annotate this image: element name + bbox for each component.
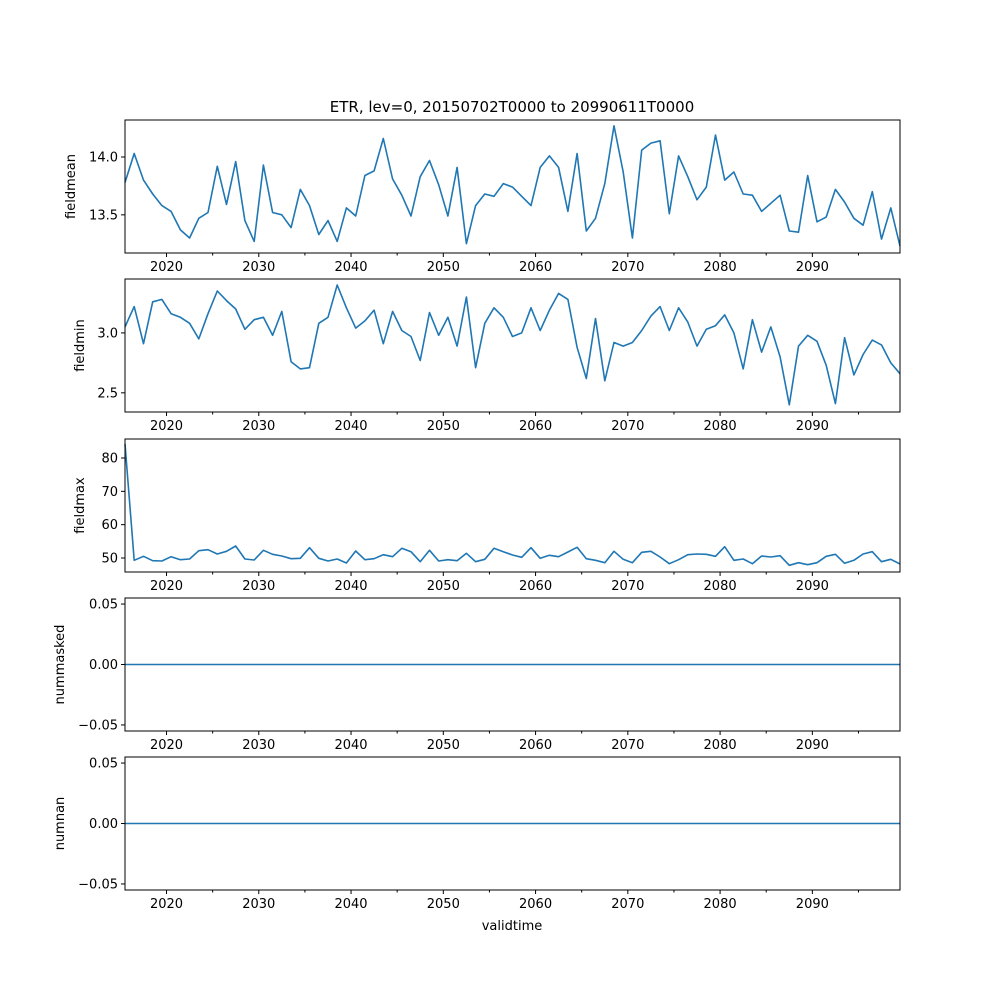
y-tick-label: 0.05 — [89, 598, 118, 613]
x-tick-label: 2070 — [611, 260, 644, 275]
x-tick-label: 2060 — [519, 579, 552, 594]
x-tick-label: 2090 — [796, 579, 829, 594]
x-tick-label: 2070 — [611, 738, 644, 753]
x-tick-label: 2050 — [427, 419, 460, 434]
y-tick-label: 50 — [101, 552, 118, 567]
x-tick-label: 2020 — [150, 579, 183, 594]
y-tick-label: −0.05 — [78, 718, 118, 733]
y-tick-label: 14.0 — [89, 151, 118, 166]
y-tick-label: 0.05 — [89, 757, 118, 772]
x-tick-label: 2050 — [427, 579, 460, 594]
chart-title: ETR, lev=0, 20150702T0000 to 20990611T00… — [330, 98, 694, 116]
x-tick-label: 2050 — [427, 260, 460, 275]
x-tick-label: 2080 — [704, 579, 737, 594]
panel-fieldmax: 50 60 70 80 2020 2030 2040 2050 2060 2070 2080 2090… — [73, 438, 901, 594]
y-axis-label: fieldmin — [73, 319, 88, 372]
y-tick-label: 70 — [101, 485, 118, 500]
axes-frame — [124, 278, 901, 413]
panel-fieldmin: 2.5 3.0 2020 2030 2040 2050 2060 2070 2080 2090 fi… — [73, 278, 901, 434]
x-tick-label: 2090 — [796, 419, 829, 434]
x-tick-label: 2040 — [334, 579, 367, 594]
y-tick-label: 3.0 — [97, 326, 118, 341]
y-tick-label: −0.05 — [78, 877, 118, 892]
x-tick-label: 2030 — [242, 260, 275, 275]
x-tick-label: 2060 — [519, 419, 552, 434]
y-axis-label: fieldmax — [73, 477, 88, 534]
x-tick-label: 2030 — [242, 897, 275, 912]
x-tick-label: 2030 — [242, 579, 275, 594]
panel-numnan: −0.05 0.00 0.05 2020 2030 2040 2050 2060 2070 208… — [53, 756, 901, 912]
y-axis-label: fieldmean — [64, 154, 79, 219]
axes-frame — [124, 119, 901, 254]
x-tick-label: 2080 — [704, 260, 737, 275]
y-tick-label: 2.5 — [97, 386, 118, 401]
y-tick-label: 0.00 — [89, 658, 118, 673]
x-tick-label: 2060 — [519, 260, 552, 275]
x-tick-label: 2020 — [150, 897, 183, 912]
series-line-fieldmin — [124, 284, 901, 406]
y-axis-label: nummasked — [53, 625, 68, 705]
x-tick-label: 2070 — [611, 579, 644, 594]
x-tick-label: 2050 — [427, 738, 460, 753]
x-tick-label: 2060 — [519, 897, 552, 912]
axes-frame — [124, 438, 901, 573]
series-line-fieldmean — [124, 125, 901, 247]
x-tick-label: 2030 — [242, 738, 275, 753]
x-tick-label: 2030 — [242, 419, 275, 434]
x-tick-label: 2020 — [150, 260, 183, 275]
x-tick-label: 2060 — [519, 738, 552, 753]
x-tick-label: 2090 — [796, 897, 829, 912]
x-axis-label: validtime — [482, 919, 543, 934]
x-tick-label: 2050 — [427, 897, 460, 912]
x-tick-label: 2070 — [611, 897, 644, 912]
y-axis-label: numnan — [53, 797, 68, 851]
x-tick-label: 2040 — [334, 738, 367, 753]
x-tick-label: 2080 — [704, 419, 737, 434]
x-tick-label: 2070 — [611, 419, 644, 434]
x-tick-label: 2080 — [704, 897, 737, 912]
x-tick-label: 2020 — [150, 419, 183, 434]
y-tick-label: 60 — [101, 518, 118, 533]
y-tick-label: 0.00 — [89, 817, 118, 832]
x-tick-label: 2080 — [704, 738, 737, 753]
y-tick-label: 13.5 — [89, 208, 118, 223]
x-tick-label: 2040 — [334, 260, 367, 275]
x-tick-label: 2040 — [334, 897, 367, 912]
panel-fieldmean: 13.5 14.0 2020 2030 2040 2050 2060 2070 2080 2090… — [64, 119, 901, 275]
x-tick-label: 2090 — [796, 260, 829, 275]
x-tick-label: 2090 — [796, 738, 829, 753]
y-tick-label: 80 — [101, 452, 118, 467]
x-tick-label: 2040 — [334, 419, 367, 434]
series-line-fieldmax — [124, 443, 901, 567]
panel-nummasked: −0.05 0.00 0.05 2020 2030 2040 2050 2060 2070 208… — [53, 597, 901, 753]
x-tick-label: 2020 — [150, 738, 183, 753]
